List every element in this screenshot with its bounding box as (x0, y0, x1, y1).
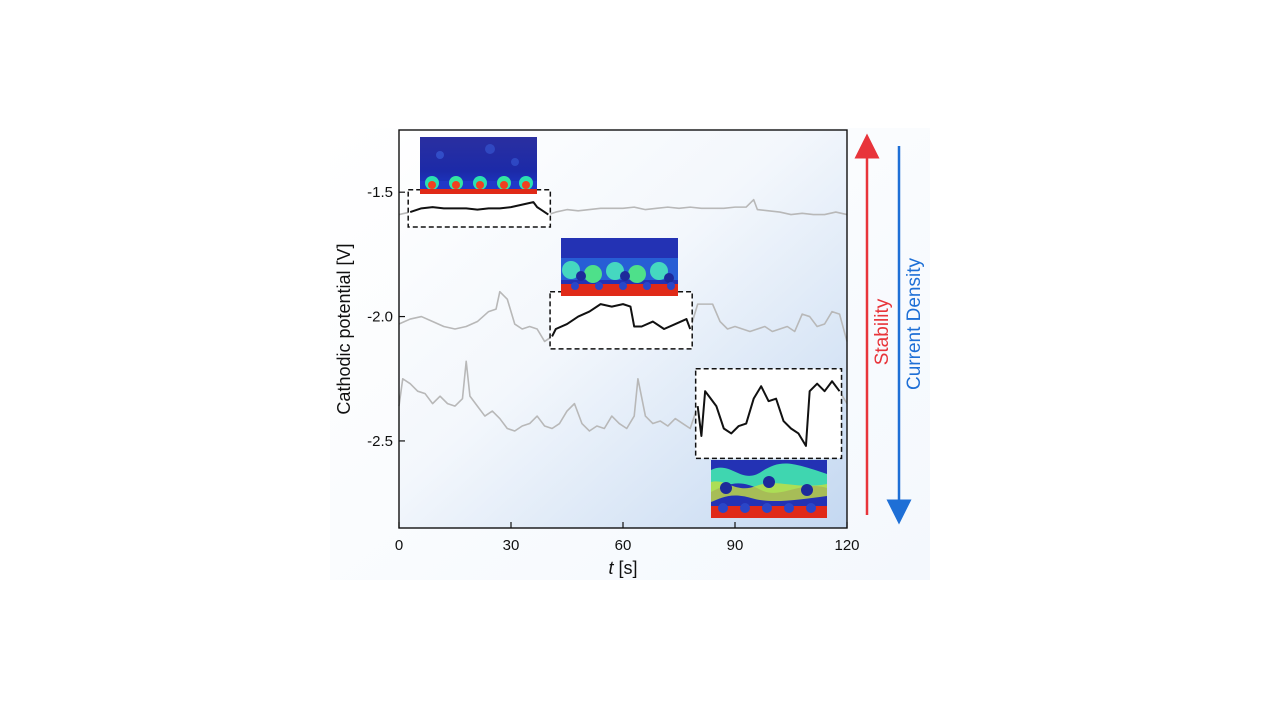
y-axis-ticks: -1.5 -2.0 -2.5 (367, 184, 405, 450)
y-axis-label: Cathodic potential [V] (334, 243, 354, 414)
highlight-box-3 (694, 368, 843, 460)
heatmap-inset-low (420, 137, 537, 194)
highlight-boxes (407, 188, 843, 460)
y-tick-label: -1.5 (367, 184, 393, 201)
x-tick-label: 90 (727, 537, 744, 554)
x-tick-label: 0 (395, 537, 403, 554)
x-axis-label: t [s] (608, 558, 637, 578)
stability-label: Stability (872, 298, 893, 365)
heatmap-inset-high (711, 460, 827, 518)
x-tick-label: 30 (503, 537, 520, 554)
y-tick-label: -2.0 (367, 309, 393, 326)
highlight-trace-3 (696, 380, 841, 447)
heatmap-inset-mid (561, 238, 678, 296)
highlight-box-1 (407, 188, 552, 228)
current-density-label: Current Density (904, 258, 925, 390)
y-tick-label: -2.5 (367, 433, 393, 450)
highlight-trace-2 (551, 303, 692, 337)
x-axis-ticks: 0 30 60 90 120 (395, 522, 860, 554)
x-tick-label: 60 (615, 537, 632, 554)
x-tick-label: 120 (834, 537, 859, 554)
highlight-trace-1 (409, 201, 549, 216)
